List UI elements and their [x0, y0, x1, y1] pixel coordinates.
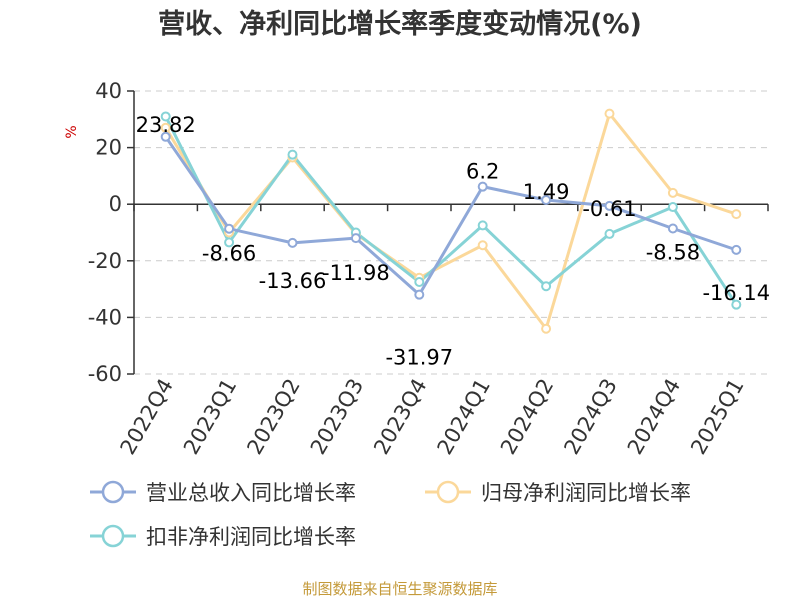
data-point: [541, 323, 552, 334]
y-axis-unit: %: [64, 125, 80, 138]
series-lines: [164, 112, 738, 331]
data-point: [160, 131, 171, 142]
data-point: [477, 220, 488, 231]
legend-item[interactable]: 扣非净利润同比增长率: [90, 524, 356, 549]
data-label: 6.2: [466, 160, 499, 184]
legend-item[interactable]: 营业总收入同比增长率: [90, 480, 356, 505]
legend-circle-icon: [436, 480, 460, 504]
source-note: 制图数据来自恒生聚源数据库: [302, 580, 497, 598]
y-tick-label: -40: [88, 305, 122, 329]
y-tick-label: 40: [95, 79, 122, 103]
data-point: [414, 277, 425, 288]
data-label: -8.66: [202, 242, 256, 266]
data-point: [160, 111, 171, 122]
y-tick-label: -20: [88, 249, 122, 273]
data-point: [287, 149, 298, 160]
data-point: [541, 194, 552, 205]
data-labels: 23.82 -8.66-13.66-11.98 -31.97 6.2 1.49 -0.61…: [136, 113, 771, 370]
series-line: [164, 115, 738, 306]
data-point: [731, 209, 742, 220]
series-points: [160, 108, 742, 334]
data-point: [541, 281, 552, 292]
data-point: [731, 244, 742, 255]
x-tick-label: 2024Q1: [433, 375, 495, 459]
data-point: [224, 223, 235, 234]
x-tick-labels: 2022Q4 2023Q1 2023Q2 2023Q3 2023Q4 2024Q1 2024…: [116, 375, 749, 459]
legend-label: 扣非净利润同比增长率: [146, 525, 356, 549]
y-tick-label: 20: [95, 136, 122, 160]
data-point: [477, 240, 488, 251]
data-label: 23.82: [136, 113, 196, 137]
data-label: -8.58: [646, 240, 700, 264]
data-point: [667, 187, 678, 198]
data-label: -13.66: [259, 269, 327, 293]
data-label: -0.61: [582, 197, 636, 221]
data-point: [604, 228, 615, 239]
x-tick-label: 2024Q3: [559, 375, 621, 459]
data-label: 1.49: [523, 180, 570, 204]
x-tick-label: 2024Q4: [623, 375, 685, 459]
legend-circle-icon: [101, 524, 125, 548]
x-tick-label: 2023Q3: [306, 375, 368, 459]
series-line: [164, 135, 737, 297]
x-tick-label: 2025Q1: [686, 375, 748, 459]
x-tick-label: 2022Q4: [116, 375, 178, 459]
data-point: [667, 202, 678, 213]
data-point: [731, 299, 742, 310]
x-tick-label: 2024Q2: [496, 375, 558, 459]
data-label: -11.98: [322, 261, 390, 285]
y-tick-labels: 40 20 0 -20 -40 -60: [88, 79, 122, 386]
data-label: -31.97: [385, 346, 453, 370]
x-tick-label: 2023Q1: [179, 375, 241, 459]
data-label: -16.14: [702, 281, 770, 305]
y-tick-label: 0: [109, 192, 122, 216]
data-point: [667, 223, 678, 234]
legend-circle-icon: [101, 480, 125, 504]
chart-title: 营收、净利同比增长率季度变动情况(%): [158, 8, 642, 40]
legend-item[interactable]: 归母净利润同比增长率: [425, 480, 691, 505]
legend-label: 归母净利润同比增长率: [481, 481, 691, 505]
axes: [127, 90, 769, 375]
x-tick-label: 2023Q2: [242, 375, 304, 459]
data-point: [414, 289, 425, 300]
data-point: [604, 200, 615, 211]
legend-label: 营业总收入同比增长率: [146, 481, 356, 505]
data-point: [224, 237, 235, 248]
x-tick-label: 2023Q4: [369, 375, 431, 459]
data-point: [604, 108, 615, 119]
y-tick-label: -60: [88, 362, 122, 386]
grid-lines: [134, 90, 768, 375]
data-point: [350, 233, 361, 244]
series-line: [164, 112, 737, 331]
data-point: [477, 181, 488, 192]
data-point: [287, 237, 298, 248]
